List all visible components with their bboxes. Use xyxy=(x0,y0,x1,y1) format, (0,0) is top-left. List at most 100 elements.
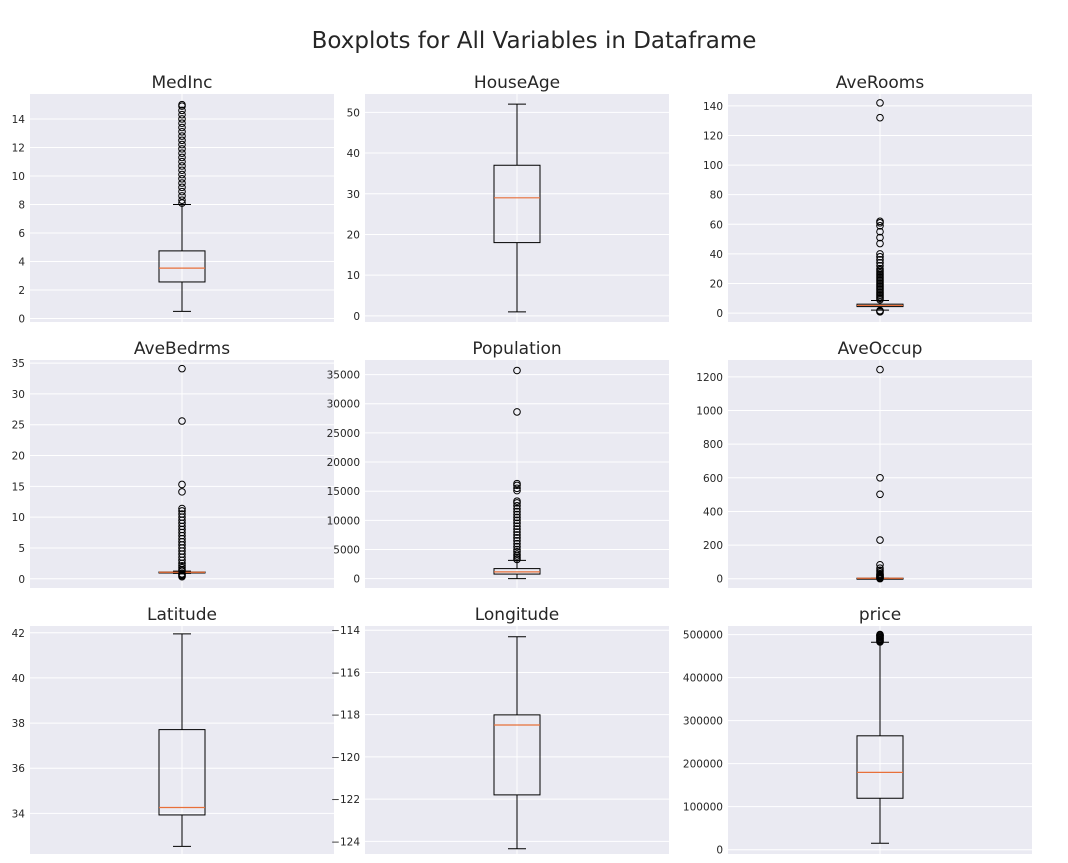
outlier-point xyxy=(178,562,186,570)
outlier-point xyxy=(178,119,186,128)
outlier-point xyxy=(178,115,186,123)
subplot-title: AveOccup xyxy=(838,339,923,359)
subplot-medinc: 0 2 4 6 8 10 12 14 MedInc xyxy=(12,73,334,325)
subplot-longitude: −124 −122 −120 −118 −116 −114 Longitude xyxy=(331,605,669,854)
box xyxy=(493,714,541,796)
y-tick-label: 0 xyxy=(353,311,360,323)
outlier-point xyxy=(513,522,521,530)
outlier-point xyxy=(178,149,186,157)
box xyxy=(493,164,541,244)
outlier-point xyxy=(513,479,521,488)
outlier-point xyxy=(876,99,884,107)
box xyxy=(158,250,206,283)
y-tick-label: 200 xyxy=(703,540,723,552)
outlier-point xyxy=(876,233,884,242)
outlier-point xyxy=(876,536,884,544)
y-tick-label: 20 xyxy=(12,451,25,463)
outlier-point xyxy=(178,106,186,115)
y-tick-label: 40 xyxy=(710,249,723,261)
outlier-point xyxy=(876,261,884,270)
subplot-title: MedInc xyxy=(151,73,212,93)
outlier-point xyxy=(876,365,884,374)
outlier-point xyxy=(876,306,884,315)
outlier-point xyxy=(876,227,884,236)
y-tick-label: −114 xyxy=(331,625,360,637)
y-tick-label: −116 xyxy=(331,667,360,679)
outlier-point xyxy=(513,516,521,525)
outlier-point xyxy=(513,542,521,551)
y-tick-label: 4 xyxy=(18,256,25,268)
outlier-point xyxy=(178,170,186,179)
y-tick-label: 34 xyxy=(12,808,26,820)
box xyxy=(158,729,206,816)
outlier-point xyxy=(178,174,186,183)
outlier-point xyxy=(178,417,186,425)
y-tick-label: 200000 xyxy=(683,759,723,771)
outlier-point xyxy=(876,256,884,264)
y-tick-label: 20000 xyxy=(327,457,360,469)
outlier-point xyxy=(178,157,186,166)
y-tick-label: 400000 xyxy=(683,673,723,685)
y-tick-label: 600 xyxy=(703,473,723,485)
outlier-point xyxy=(513,366,521,375)
outlier-point xyxy=(178,100,186,109)
outlier-point xyxy=(876,566,884,575)
y-tick-label: −124 xyxy=(331,836,360,848)
outlier-point xyxy=(178,192,186,200)
outlier-point xyxy=(513,501,521,510)
y-tick-label: 42 xyxy=(12,628,25,640)
outlier-point xyxy=(178,166,186,175)
subplot-price: 0 100000 200000 300000 400000 500000 price xyxy=(683,605,1032,857)
y-tick-label: 1000 xyxy=(696,405,723,417)
outlier-point xyxy=(876,113,884,122)
subplot-population: 0 5000 10000 15000 20000 25000 30000 35000 Popul… xyxy=(327,339,669,588)
subplot-title: AveRooms xyxy=(836,73,925,93)
y-tick-label: 30 xyxy=(347,189,360,201)
outlier-point xyxy=(513,548,521,556)
y-tick-label: 80 xyxy=(710,190,723,202)
subplot-aveoccup: 0 200 400 600 800 1000 1200 AveOccup xyxy=(696,339,1032,588)
outlier-point xyxy=(876,473,884,482)
y-tick-label: 30 xyxy=(12,389,25,401)
subplot-title: price xyxy=(859,605,901,625)
y-tick-label: 120 xyxy=(703,130,723,142)
y-tick-label: 38 xyxy=(12,718,25,730)
y-tick-label: 300000 xyxy=(683,716,723,728)
outlier-point xyxy=(178,480,186,489)
y-tick-label: 0 xyxy=(353,574,360,586)
y-tick-label: 0 xyxy=(18,313,25,325)
outlier-point xyxy=(876,258,884,267)
y-tick-label: 10 xyxy=(12,171,25,183)
outlier-point xyxy=(876,253,884,261)
outlier-point xyxy=(876,239,884,248)
outlier-point xyxy=(178,140,186,149)
outlier-point xyxy=(178,123,186,132)
y-tick-label: 30000 xyxy=(327,399,360,411)
outlier-point xyxy=(513,545,521,554)
outlier-point xyxy=(513,504,521,513)
outlier-point xyxy=(178,364,186,373)
y-tick-label: 0 xyxy=(18,574,25,586)
outlier-point xyxy=(513,484,521,493)
y-tick-label: 35000 xyxy=(327,370,360,382)
outlier-point xyxy=(178,183,186,192)
y-tick-label: 0 xyxy=(716,308,723,320)
y-tick-label: 10 xyxy=(347,270,360,282)
y-tick-label: −118 xyxy=(331,710,360,722)
y-tick-label: 0 xyxy=(716,845,723,857)
y-tick-label: 2 xyxy=(18,285,25,297)
subplot-title: HouseAge xyxy=(474,73,560,93)
y-tick-label: 12 xyxy=(12,142,25,154)
outlier-point xyxy=(178,110,186,119)
outlier-point xyxy=(513,531,521,539)
outlier-point xyxy=(178,127,186,136)
outlier-point xyxy=(178,199,186,207)
y-tick-label: 20 xyxy=(710,279,723,291)
outlier-point xyxy=(178,153,186,162)
y-tick-label: 25 xyxy=(12,420,25,432)
y-tick-label: 0 xyxy=(716,574,723,586)
y-tick-label: −120 xyxy=(331,752,360,764)
outlier-point xyxy=(178,488,186,496)
y-tick-label: 8 xyxy=(18,199,25,211)
page-title: Boxplots for All Variables in Dataframe xyxy=(311,28,757,54)
